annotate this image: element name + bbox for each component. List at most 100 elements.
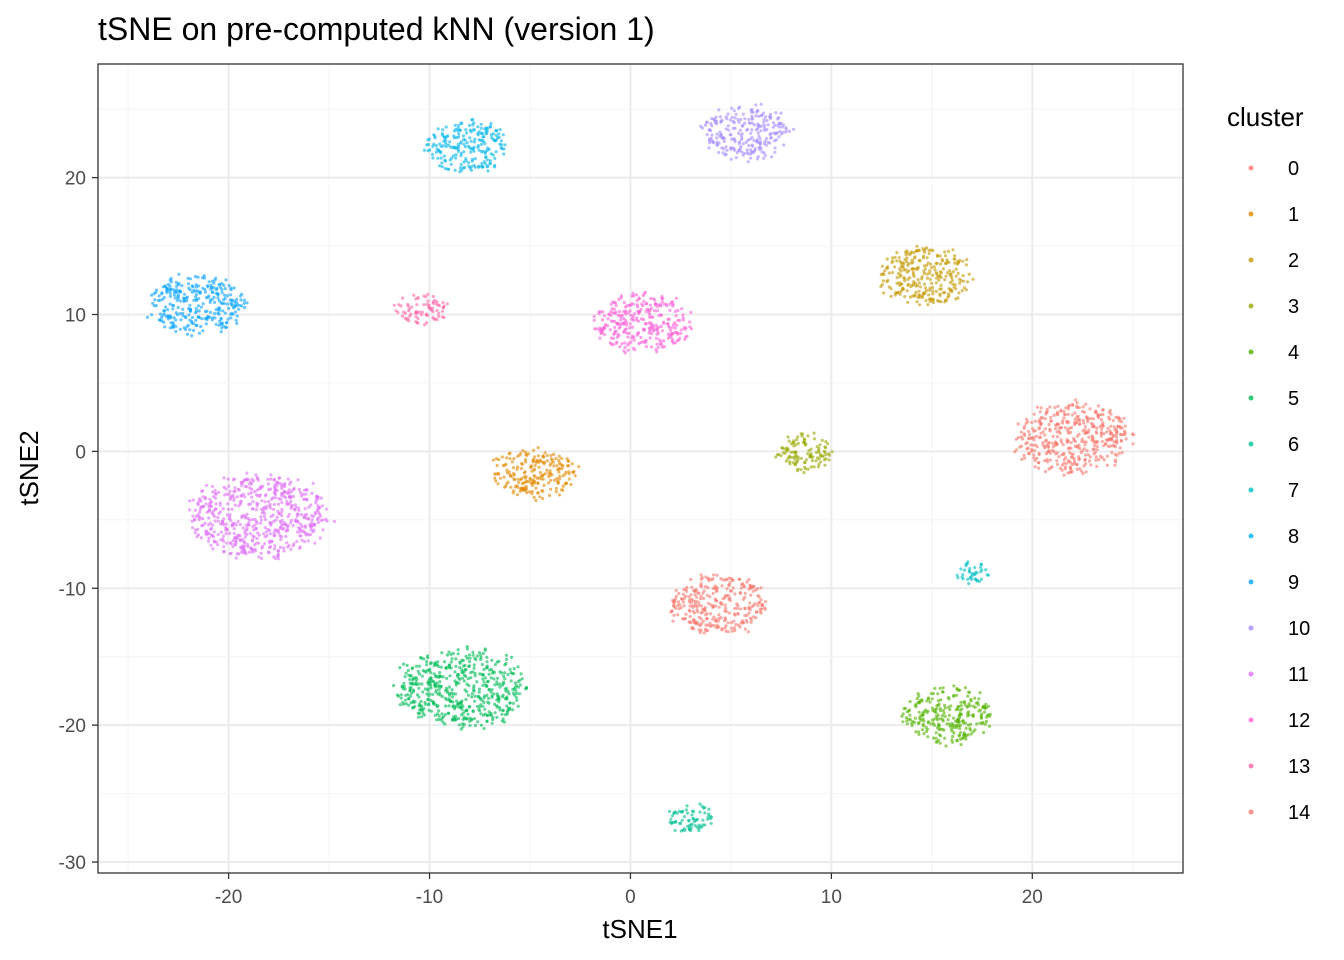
- data-point: [636, 309, 640, 313]
- data-point: [557, 458, 561, 462]
- legend-key-3: [1248, 303, 1254, 309]
- data-point: [1043, 433, 1047, 437]
- data-point: [1069, 426, 1073, 430]
- data-point: [640, 302, 644, 306]
- data-point: [475, 654, 479, 658]
- data-point: [623, 341, 627, 345]
- data-point: [1069, 441, 1073, 445]
- data-point: [502, 152, 506, 156]
- data-point: [727, 583, 731, 587]
- data-point: [938, 706, 942, 711]
- data-point: [524, 460, 528, 464]
- data-point: [318, 514, 323, 519]
- data-point: [454, 657, 458, 661]
- data-point: [280, 523, 284, 527]
- data-point: [533, 480, 537, 484]
- data-point: [724, 609, 728, 614]
- data-point: [688, 615, 692, 619]
- data-point: [168, 284, 172, 288]
- legend-label-3: 3: [1288, 296, 1299, 318]
- data-point: [542, 455, 546, 459]
- data-point: [250, 482, 254, 486]
- y-tick-label: 20: [65, 169, 86, 190]
- data-point: [547, 471, 551, 475]
- data-point: [660, 345, 664, 349]
- data-point: [197, 499, 201, 503]
- y-tick-label: -20: [59, 716, 86, 737]
- data-point: [939, 275, 943, 280]
- data-point: [1069, 446, 1073, 450]
- data-point: [417, 310, 422, 314]
- data-point: [282, 546, 286, 550]
- data-point: [1062, 461, 1066, 465]
- data-point: [612, 307, 617, 311]
- data-point: [419, 699, 423, 704]
- data-point: [943, 706, 947, 710]
- data-point: [509, 485, 513, 489]
- data-point: [247, 550, 251, 554]
- data-point: [885, 266, 889, 270]
- data-point: [295, 519, 299, 523]
- data-point: [806, 467, 810, 471]
- data-point: [684, 594, 688, 598]
- data-point: [272, 555, 276, 559]
- data-point: [213, 316, 217, 320]
- data-point: [268, 546, 272, 550]
- data-point: [207, 280, 211, 284]
- data-point: [1037, 466, 1041, 470]
- data-point: [415, 683, 419, 687]
- data-point: [958, 726, 962, 731]
- data-point: [768, 112, 773, 116]
- data-point: [1038, 436, 1042, 440]
- data-point: [571, 470, 575, 474]
- data-point: [188, 277, 192, 281]
- data-point: [962, 286, 967, 290]
- data-point: [163, 285, 167, 289]
- data-point: [668, 809, 672, 814]
- data-point: [319, 496, 323, 500]
- data-point: [709, 815, 714, 820]
- data-point: [1063, 465, 1067, 469]
- data-point: [951, 248, 955, 252]
- data-point: [902, 276, 906, 280]
- data-point: [597, 312, 601, 316]
- data-point: [622, 330, 627, 334]
- grid-lines: [98, 64, 1183, 873]
- data-point: [957, 704, 961, 709]
- data-point: [749, 148, 753, 152]
- data-point: [316, 506, 320, 511]
- data-point: [225, 302, 230, 306]
- data-point: [214, 502, 218, 506]
- data-point: [904, 716, 909, 720]
- data-point: [789, 450, 793, 454]
- data-point: [943, 278, 947, 282]
- data-point: [928, 700, 932, 704]
- data-point: [728, 589, 733, 593]
- data-point: [705, 133, 709, 137]
- data-point: [422, 148, 426, 152]
- data-point: [817, 462, 821, 466]
- data-point: [470, 695, 474, 699]
- data-point: [524, 687, 528, 691]
- data-point: [777, 125, 782, 129]
- data-point: [984, 702, 988, 707]
- data-point: [915, 249, 919, 253]
- data-point: [174, 318, 178, 322]
- data-point: [223, 287, 227, 291]
- data-point: [699, 584, 703, 588]
- data-point: [492, 677, 496, 681]
- data-point: [755, 610, 759, 614]
- data-point: [282, 483, 286, 487]
- data-point: [1050, 465, 1054, 469]
- data-point: [967, 272, 971, 276]
- data-point: [259, 551, 263, 555]
- data-point: [255, 488, 259, 492]
- data-point: [438, 142, 442, 146]
- data-point: [557, 470, 561, 474]
- data-point: [438, 680, 442, 684]
- data-point: [1057, 429, 1061, 433]
- data-point: [505, 471, 510, 475]
- data-point: [642, 328, 646, 332]
- data-point: [706, 623, 710, 627]
- data-point: [754, 114, 758, 118]
